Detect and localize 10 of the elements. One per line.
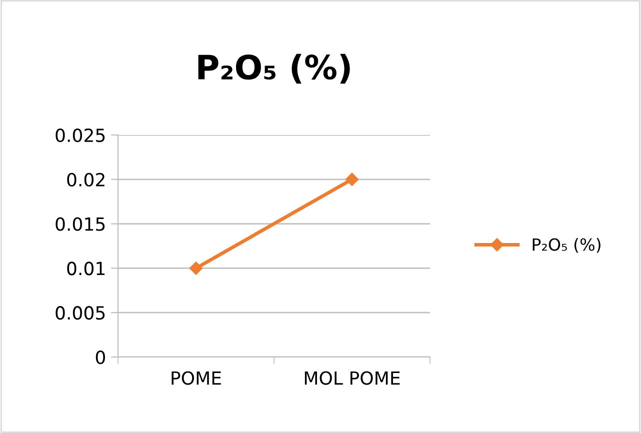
- y-tick-label: 0.02: [67, 172, 104, 187]
- legend-label: P₂O₅ (%): [532, 238, 600, 253]
- y-tick-label: 0.01: [67, 262, 105, 276]
- y-tick-label: 0.025: [56, 128, 105, 142]
- y-tick-label: 0.005: [56, 306, 105, 320]
- y-tick-label: 0.015: [56, 217, 105, 231]
- x-tick-label: POME: [172, 371, 221, 385]
- x-tick-label: MOL POME: [304, 371, 400, 385]
- chart-title: P₂O₅ (%): [198, 54, 350, 84]
- y-tick-label: 0: [96, 350, 105, 364]
